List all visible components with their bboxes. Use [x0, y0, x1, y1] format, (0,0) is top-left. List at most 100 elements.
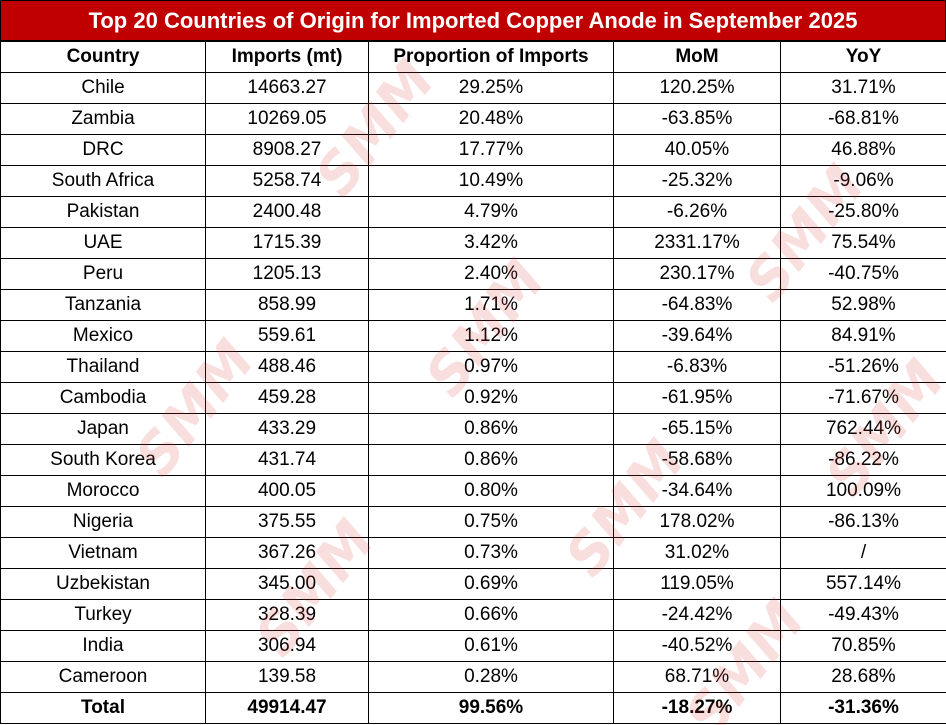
cell-yoy: 75.54% [780, 227, 946, 259]
table-row: India 306.94 0.61% -40.52% 70.85% [0, 630, 946, 662]
cell-imports: 8908.27 [205, 134, 369, 166]
cell-yoy: -71.67% [780, 382, 946, 414]
cell-yoy: 100.09% [780, 475, 946, 507]
cell-imports: 1205.13 [205, 258, 369, 290]
cell-proportion: 2.40% [368, 258, 614, 290]
cell-country: India [0, 630, 206, 662]
cell-proportion: 17.77% [368, 134, 614, 166]
cell-yoy: / [780, 537, 946, 569]
cell-proportion: 0.69% [368, 568, 614, 600]
table-row: Uzbekistan 345.00 0.69% 119.05% 557.14% [0, 568, 946, 600]
cell-country: UAE [0, 227, 206, 259]
cell-mom: 120.25% [613, 72, 781, 104]
table-row: Morocco 400.05 0.80% -34.64% 100.09% [0, 475, 946, 507]
cell-imports: 328.39 [205, 599, 369, 631]
table-row: Cambodia 459.28 0.92% -61.95% -71.67% [0, 382, 946, 414]
cell-proportion: 0.92% [368, 382, 614, 414]
cell-yoy: 31.71% [780, 72, 946, 104]
cell-yoy: 762.44% [780, 413, 946, 445]
cell-proportion: 0.75% [368, 506, 614, 538]
total-row: Total 49914.47 99.56% -18.27% -31.36% [0, 692, 946, 724]
table-row: Japan 433.29 0.86% -65.15% 762.44% [0, 413, 946, 445]
cell-country: South Africa [0, 165, 206, 197]
table-title: Top 20 Countries of Origin for Imported … [0, 0, 946, 41]
cell-proportion: 0.73% [368, 537, 614, 569]
cell-imports: 139.58 [205, 661, 369, 693]
cell-yoy: -68.81% [780, 103, 946, 135]
cell-proportion: 0.86% [368, 444, 614, 476]
cell-yoy: -9.06% [780, 165, 946, 197]
cell-country: Pakistan [0, 196, 206, 228]
header-mom: MoM [613, 41, 781, 73]
cell-mom: 119.05% [613, 568, 781, 600]
cell-proportion: 1.12% [368, 320, 614, 352]
cell-mom: -25.32% [613, 165, 781, 197]
cell-yoy: 70.85% [780, 630, 946, 662]
cell-imports: 375.55 [205, 506, 369, 538]
cell-mom: 178.02% [613, 506, 781, 538]
total-cell-yoy: -31.36% [780, 692, 946, 724]
cell-yoy: 84.91% [780, 320, 946, 352]
header-country: Country [0, 41, 206, 73]
cell-mom: -64.83% [613, 289, 781, 321]
cell-proportion: 20.48% [368, 103, 614, 135]
table-row: Thailand 488.46 0.97% -6.83% -51.26% [0, 351, 946, 383]
table-row: Nigeria 375.55 0.75% 178.02% -86.13% [0, 506, 946, 538]
cell-imports: 433.29 [205, 413, 369, 445]
cell-yoy: 28.68% [780, 661, 946, 693]
cell-imports: 858.99 [205, 289, 369, 321]
table-row: Turkey 328.39 0.66% -24.42% -49.43% [0, 599, 946, 631]
cell-country: Tanzania [0, 289, 206, 321]
cell-proportion: 0.66% [368, 599, 614, 631]
total-cell-mom: -18.27% [613, 692, 781, 724]
cell-mom: 40.05% [613, 134, 781, 166]
cell-country: Cameroon [0, 661, 206, 693]
table-row: South Korea 431.74 0.86% -58.68% -86.22% [0, 444, 946, 476]
cell-country: Nigeria [0, 506, 206, 538]
table-row: Pakistan 2400.48 4.79% -6.26% -25.80% [0, 196, 946, 228]
cell-country: DRC [0, 134, 206, 166]
cell-imports: 14663.27 [205, 72, 369, 104]
cell-yoy: 557.14% [780, 568, 946, 600]
cell-proportion: 0.86% [368, 413, 614, 445]
cell-yoy: 46.88% [780, 134, 946, 166]
cell-imports: 559.61 [205, 320, 369, 352]
cell-country: Morocco [0, 475, 206, 507]
cell-imports: 459.28 [205, 382, 369, 414]
header-proportion: Proportion of Imports [368, 41, 614, 73]
cell-country: Vietnam [0, 537, 206, 569]
cell-mom: 230.17% [613, 258, 781, 290]
table-row: DRC 8908.27 17.77% 40.05% 46.88% [0, 134, 946, 166]
table-row: UAE 1715.39 3.42% 2331.17% 75.54% [0, 227, 946, 259]
cell-mom: -6.26% [613, 196, 781, 228]
cell-mom: -39.64% [613, 320, 781, 352]
cell-proportion: 0.80% [368, 475, 614, 507]
table-row: South Africa 5258.74 10.49% -25.32% -9.06% [0, 165, 946, 197]
cell-proportion: 0.28% [368, 661, 614, 693]
cell-country: Uzbekistan [0, 568, 206, 600]
cell-country: Mexico [0, 320, 206, 352]
cell-yoy: -40.75% [780, 258, 946, 290]
cell-proportion: 0.97% [368, 351, 614, 383]
cell-proportion: 0.61% [368, 630, 614, 662]
table-row: Cameroon 139.58 0.28% 68.71% 28.68% [0, 661, 946, 693]
cell-country: Cambodia [0, 382, 206, 414]
table-row: Zambia 10269.05 20.48% -63.85% -68.81% [0, 103, 946, 135]
cell-country: South Korea [0, 444, 206, 476]
cell-yoy: -86.13% [780, 506, 946, 538]
header-imports: Imports (mt) [205, 41, 369, 73]
cell-imports: 2400.48 [205, 196, 369, 228]
cell-mom: 68.71% [613, 661, 781, 693]
header-row: Country Imports (mt) Proportion of Impor… [0, 41, 946, 73]
cell-country: Zambia [0, 103, 206, 135]
cell-country: Chile [0, 72, 206, 104]
cell-yoy: -25.80% [780, 196, 946, 228]
cell-mom: 2331.17% [613, 227, 781, 259]
cell-imports: 10269.05 [205, 103, 369, 135]
table-row: Mexico 559.61 1.12% -39.64% 84.91% [0, 320, 946, 352]
cell-mom: -58.68% [613, 444, 781, 476]
cell-mom: -34.64% [613, 475, 781, 507]
cell-imports: 488.46 [205, 351, 369, 383]
cell-mom: -24.42% [613, 599, 781, 631]
cell-imports: 431.74 [205, 444, 369, 476]
